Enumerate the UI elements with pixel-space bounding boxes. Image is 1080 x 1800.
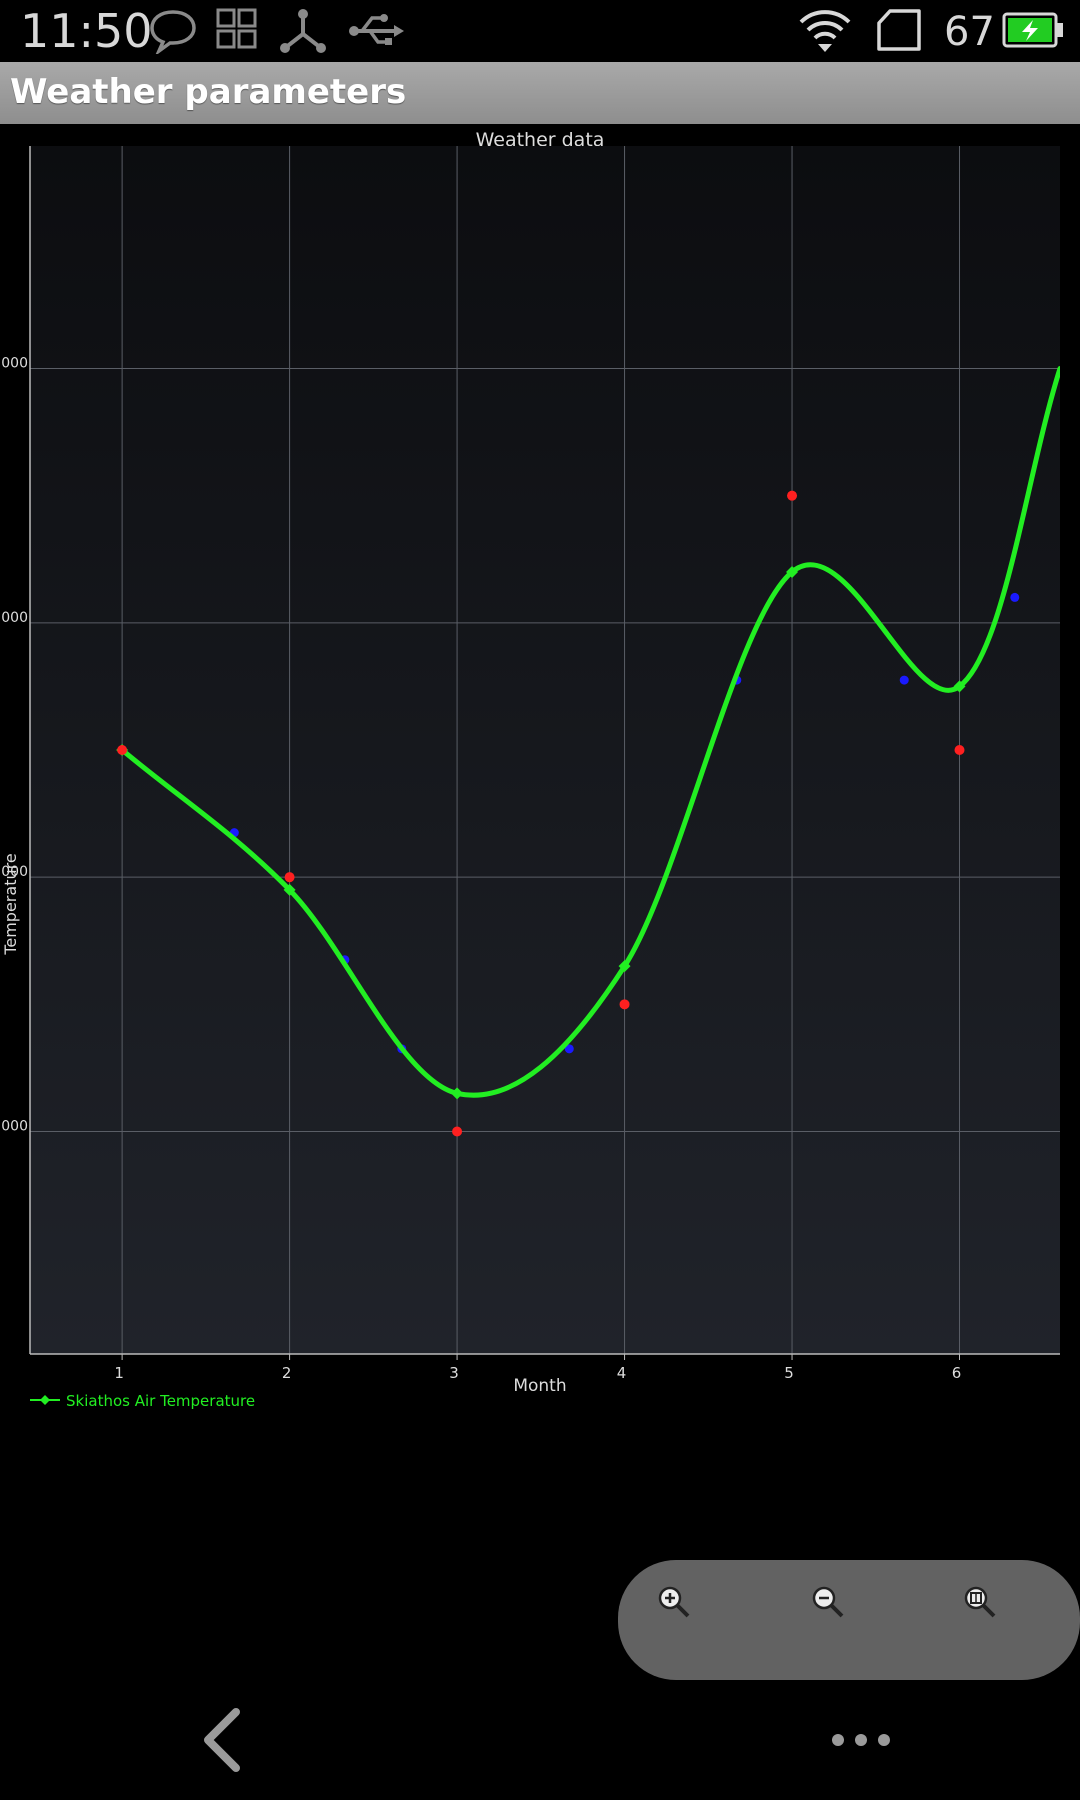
y-tick-label: 8,000	[0, 356, 28, 372]
chart-title: Weather data	[476, 129, 605, 151]
x-axis-label: Month	[513, 1376, 566, 1396]
red-point	[117, 745, 128, 755]
x-tick-label: 3	[449, 1364, 459, 1382]
series-line-marker	[953, 680, 966, 693]
app-title: Weather parameters	[10, 72, 407, 112]
zoom-controls	[618, 1560, 1080, 1680]
red-point	[787, 490, 798, 501]
series-2-point	[1010, 592, 1020, 602]
chat-bubble-icon	[150, 10, 196, 54]
x-tick-label: 1	[114, 1364, 124, 1382]
back-icon[interactable]	[196, 1708, 246, 1772]
grid-icon	[216, 8, 257, 49]
zoom-out-icon[interactable]	[808, 1582, 848, 1622]
series-2-point	[899, 675, 909, 685]
y-axis-label: Temperature	[1, 853, 20, 955]
plot-area	[30, 146, 1060, 1354]
legend-label: Skiathos Air Temperature	[66, 1392, 255, 1410]
legend: Skiathos Air Temperature	[30, 1392, 255, 1410]
x-tick-label: 5	[784, 1364, 794, 1382]
action-bar: Weather parameters	[0, 62, 1080, 124]
red-point	[284, 872, 295, 883]
tick-labels: 1 2 3 4 5 6 2,000 4,000 6,000 8,000	[0, 356, 961, 1382]
axes	[29, 146, 1060, 1360]
wifi-icon	[799, 10, 851, 52]
status-time: 11:50	[20, 4, 153, 58]
series-line-marker	[618, 960, 631, 973]
series-line-marker	[786, 565, 799, 578]
zoom-reset-icon[interactable]	[960, 1582, 1000, 1622]
series-2-point	[564, 1044, 574, 1054]
series-line-marker	[283, 883, 296, 896]
red-point	[619, 999, 630, 1010]
share-icon	[280, 9, 326, 53]
red-point	[452, 1126, 463, 1137]
battery-percentage: 67	[944, 9, 995, 55]
grid-lines	[30, 146, 1060, 1354]
sd-card-icon	[877, 9, 921, 51]
series-layer	[116, 366, 1060, 1137]
zoom-in-icon[interactable]	[654, 1582, 694, 1622]
battery-charging-icon	[1002, 12, 1063, 48]
usb-icon	[349, 14, 404, 45]
y-tick-label: 2,000	[0, 1118, 28, 1134]
y-tick-label: 4,000	[0, 864, 28, 880]
status-bar: 11:50 67	[0, 0, 1080, 62]
red-point	[954, 745, 965, 755]
legend-marker	[40, 1395, 50, 1405]
x-tick-label: 2	[282, 1364, 292, 1382]
x-tick-label: 6	[952, 1364, 962, 1382]
menu-dots-icon[interactable]	[826, 1728, 896, 1752]
weather-chart[interactable]: Weather data 1234562,0004,0006,0008,000 …	[0, 124, 1080, 1424]
x-tick-label: 4	[617, 1364, 627, 1382]
series-line-marker	[451, 1087, 464, 1100]
y-tick-label: 6,000	[0, 610, 28, 626]
